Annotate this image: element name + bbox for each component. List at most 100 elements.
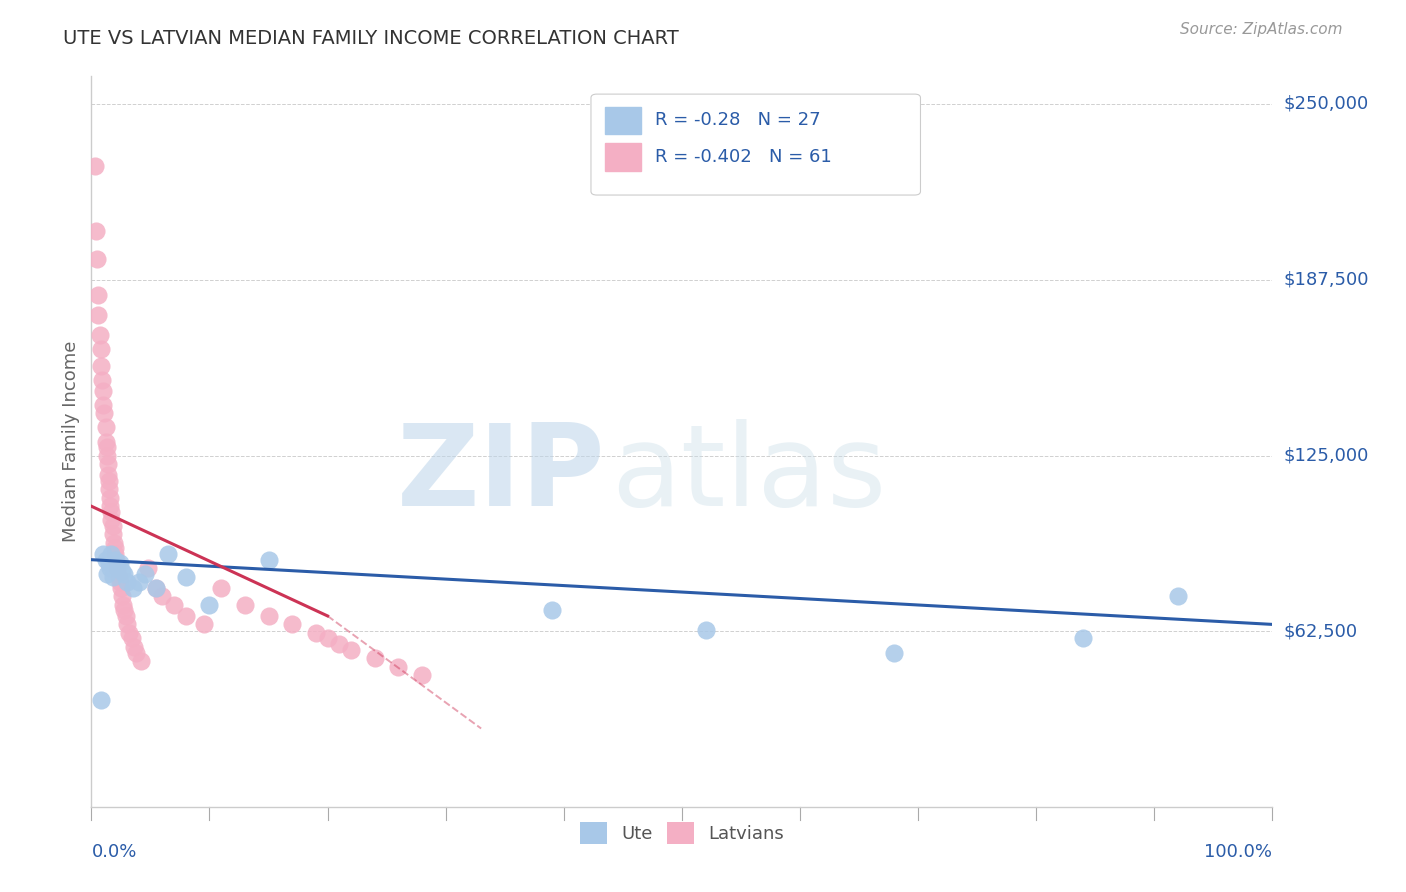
Point	[104, 541, 127, 556]
Point	[174, 609, 197, 624]
Point	[111, 589, 134, 603]
Point	[193, 617, 215, 632]
Point	[90, 359, 112, 373]
Point	[695, 623, 717, 637]
Point	[129, 654, 152, 668]
Point	[94, 434, 117, 449]
Point	[94, 552, 117, 566]
Point	[115, 575, 138, 590]
Point	[101, 527, 124, 541]
Point	[233, 598, 256, 612]
Point	[101, 519, 124, 533]
Point	[98, 561, 121, 575]
Point	[90, 342, 112, 356]
Point	[121, 632, 143, 646]
Text: 0.0%: 0.0%	[91, 843, 136, 862]
Legend: Ute, Latvians: Ute, Latvians	[572, 814, 792, 851]
Text: R = -0.402   N = 61: R = -0.402 N = 61	[655, 148, 831, 166]
Text: $250,000: $250,000	[1284, 95, 1369, 113]
Point	[281, 617, 304, 632]
FancyBboxPatch shape	[591, 95, 921, 195]
Point	[387, 659, 409, 673]
Point	[97, 457, 120, 471]
Point	[209, 581, 232, 595]
Text: atlas: atlas	[612, 419, 886, 530]
Bar	[605, 143, 641, 171]
Text: $187,500: $187,500	[1284, 271, 1369, 289]
Point	[163, 598, 186, 612]
Point	[90, 693, 112, 707]
Point	[98, 483, 121, 497]
Point	[174, 569, 197, 583]
Point	[103, 536, 125, 550]
Text: 100.0%: 100.0%	[1205, 843, 1272, 862]
Point	[114, 566, 136, 581]
Point	[98, 474, 121, 488]
Point	[91, 373, 114, 387]
Point	[98, 556, 121, 570]
Point	[104, 547, 127, 561]
Point	[257, 609, 280, 624]
Point	[541, 603, 564, 617]
Point	[145, 581, 167, 595]
Point	[114, 603, 136, 617]
Point	[91, 547, 114, 561]
Point	[364, 651, 387, 665]
Point	[100, 513, 122, 527]
Point	[305, 625, 328, 640]
Point	[328, 637, 350, 651]
Point	[1073, 632, 1095, 646]
Point	[94, 420, 117, 434]
Text: $125,000: $125,000	[1284, 447, 1369, 465]
Text: $62,500: $62,500	[1284, 623, 1358, 640]
Point	[115, 617, 138, 632]
Text: Source: ZipAtlas.com: Source: ZipAtlas.com	[1180, 22, 1343, 37]
Point	[107, 569, 129, 583]
Point	[257, 552, 280, 566]
Point	[134, 566, 156, 581]
Point	[96, 440, 118, 454]
Text: UTE VS LATVIAN MEDIAN FAMILY INCOME CORRELATION CHART: UTE VS LATVIAN MEDIAN FAMILY INCOME CORR…	[63, 29, 679, 47]
Point	[91, 398, 114, 412]
Point	[136, 561, 159, 575]
Point	[86, 252, 108, 266]
Point	[114, 609, 136, 624]
Point	[89, 327, 111, 342]
Point	[157, 547, 180, 561]
Point	[110, 581, 132, 595]
Point	[96, 566, 118, 581]
Point	[100, 547, 122, 561]
Bar	[605, 106, 641, 135]
Point	[121, 581, 143, 595]
Point	[101, 569, 124, 583]
Point	[108, 575, 131, 590]
Point	[1167, 589, 1189, 603]
Point	[411, 668, 433, 682]
Y-axis label: Median Family Income: Median Family Income	[62, 341, 80, 542]
Point	[125, 646, 148, 660]
Point	[84, 223, 107, 237]
Point	[105, 561, 128, 575]
Point	[118, 625, 141, 640]
Point	[145, 581, 167, 595]
Text: R = -0.28   N = 27: R = -0.28 N = 27	[655, 112, 820, 129]
Point	[316, 632, 339, 646]
Point	[87, 308, 110, 322]
Text: ZIP: ZIP	[396, 419, 605, 530]
Point	[100, 505, 122, 519]
Point	[112, 598, 135, 612]
Point	[198, 598, 221, 612]
Point	[122, 640, 145, 654]
Point	[104, 552, 127, 566]
Point	[883, 646, 905, 660]
Point	[91, 384, 114, 398]
Point	[97, 468, 120, 483]
Point	[98, 500, 121, 514]
Point	[98, 491, 121, 505]
Point	[108, 556, 131, 570]
Point	[96, 449, 118, 463]
Point	[128, 575, 150, 590]
Point	[150, 589, 173, 603]
Point	[111, 564, 134, 578]
Point	[105, 552, 128, 566]
